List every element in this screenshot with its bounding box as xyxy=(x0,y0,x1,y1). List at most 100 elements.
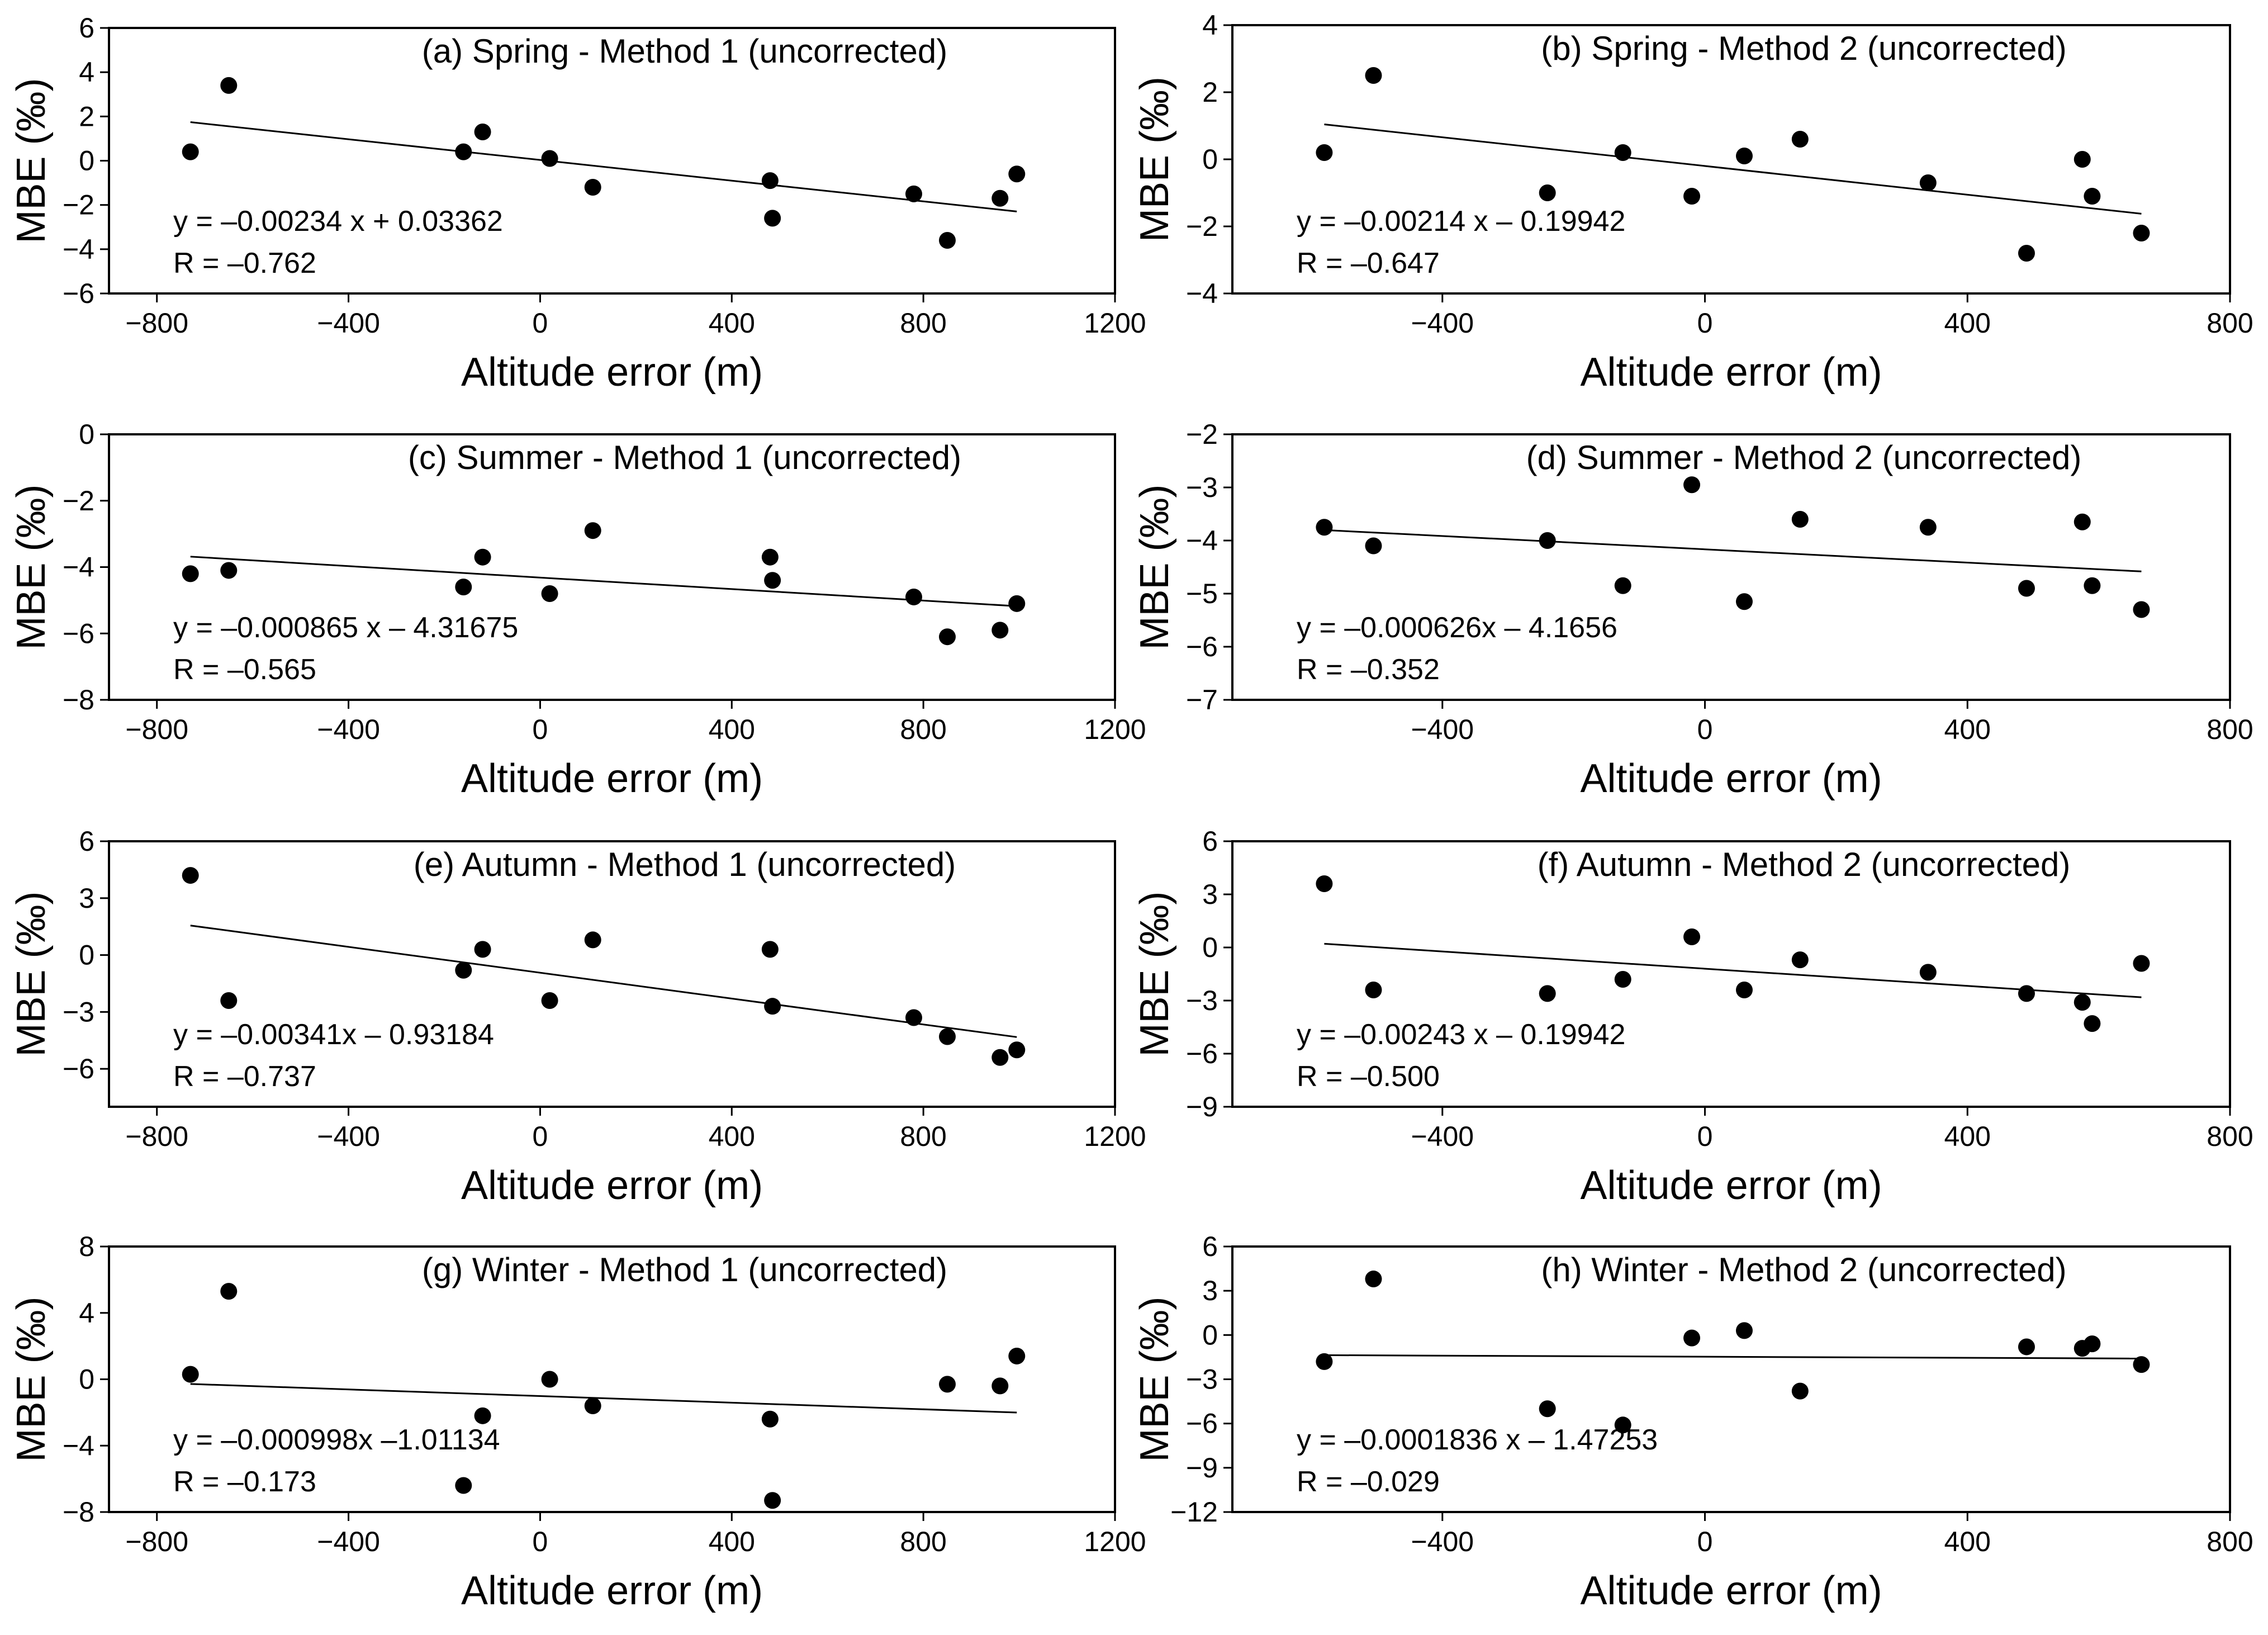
data-point xyxy=(220,77,238,94)
correlation-coefficient: R = –0.029 xyxy=(1297,1466,1440,1498)
x-tick-label: 0 xyxy=(533,1526,548,1557)
y-tick-label: −3 xyxy=(1186,985,1218,1016)
data-point xyxy=(1614,577,1631,594)
data-point xyxy=(1919,519,1937,536)
data-point xyxy=(2018,245,2035,262)
y-tick-label: −2 xyxy=(63,485,94,516)
data-point xyxy=(2133,225,2150,241)
y-tick-label: −8 xyxy=(63,1496,94,1528)
regression-equation: y = –0.00341x – 0.93184 xyxy=(173,1018,494,1051)
y-tick-label: 2 xyxy=(79,101,94,132)
data-point xyxy=(1316,875,1333,892)
x-axis-label: Altitude error (m) xyxy=(461,1163,763,1208)
x-tick-label: 400 xyxy=(709,1526,755,1557)
x-tick-label: −800 xyxy=(125,307,188,339)
data-point xyxy=(220,562,238,579)
data-point xyxy=(939,1028,956,1045)
regression-equation: y = –0.000626x – 4.1656 xyxy=(1297,612,1617,644)
data-point xyxy=(2133,955,2150,972)
y-tick-label: −6 xyxy=(1186,631,1218,662)
regression-line xyxy=(1324,124,2142,215)
data-point xyxy=(1365,1271,1382,1288)
x-tick-label: 1200 xyxy=(1084,307,1146,339)
x-tick-label: 800 xyxy=(900,1121,946,1152)
y-tick-label: 6 xyxy=(79,826,94,857)
regression-line xyxy=(190,925,1017,1038)
x-tick-label: 0 xyxy=(533,307,548,339)
y-tick-label: 0 xyxy=(79,940,94,971)
data-point xyxy=(474,124,491,141)
x-tick-label: 1200 xyxy=(1084,714,1146,745)
y-axis-label: MBE (‰) xyxy=(1132,1297,1177,1462)
data-point xyxy=(939,1376,956,1393)
panel-title: (g) Winter - Method 1 (uncorrected) xyxy=(422,1251,947,1288)
x-tick-label: 400 xyxy=(709,1121,755,1152)
data-point xyxy=(2018,1338,2035,1356)
data-point xyxy=(474,548,491,566)
x-tick-label: 400 xyxy=(1944,1121,1991,1152)
y-tick-label: −4 xyxy=(1186,525,1218,556)
data-point xyxy=(764,210,781,227)
regression-line xyxy=(1324,942,2142,998)
y-tick-label: −2 xyxy=(63,189,94,221)
data-point xyxy=(1614,144,1631,161)
correlation-coefficient: R = –0.352 xyxy=(1297,653,1440,686)
y-tick-label: 2 xyxy=(1202,77,1218,108)
data-point xyxy=(1539,532,1556,549)
data-point xyxy=(1791,951,1809,969)
data-point xyxy=(2074,513,2091,530)
data-point xyxy=(541,992,558,1009)
panel-title: (b) Spring - Method 2 (uncorrected) xyxy=(1541,30,2066,67)
y-axis-label: MBE (‰) xyxy=(9,892,54,1057)
x-tick-label: 800 xyxy=(2207,307,2253,339)
y-tick-label: −6 xyxy=(1186,1408,1218,1439)
y-tick-label: −2 xyxy=(1186,211,1218,242)
data-point xyxy=(905,588,922,605)
x-axis-label: Altitude error (m) xyxy=(1580,1163,1882,1208)
panel-f: −400 0 400 800 −9 −6 −3 0 3 6 Altitude error (m) MB… xyxy=(1132,826,2253,1208)
data-point xyxy=(991,622,1009,639)
y-tick-label: −7 xyxy=(1186,684,1218,715)
data-point xyxy=(2133,1356,2150,1373)
panel-h: −400 0 400 800 −12 −9 −6 −3 0 3 6 Altitude error (m… xyxy=(1132,1231,2253,1613)
data-point xyxy=(584,931,601,949)
x-tick-label: 400 xyxy=(709,307,755,339)
data-point xyxy=(1791,1382,1809,1400)
panel-g: −800 −400 0 400 800 1200 −8 −4 0 4 8 Altitude error… xyxy=(9,1231,1146,1613)
data-point xyxy=(905,185,922,202)
data-point xyxy=(474,1407,491,1424)
data-point xyxy=(1735,1322,1753,1339)
regression-equation: y = –0.00214 x – 0.19942 xyxy=(1297,205,1625,238)
panel-e: −800 −400 0 400 800 1200 −6 −3 0 3 6 Altitude error… xyxy=(9,826,1146,1208)
data-point xyxy=(455,961,472,979)
x-tick-label: 800 xyxy=(900,714,946,745)
data-point xyxy=(1316,519,1333,536)
x-tick-label: 1200 xyxy=(1084,1121,1146,1152)
y-axis-label: MBE (‰) xyxy=(9,485,54,650)
x-tick-label: 0 xyxy=(533,714,548,745)
data-point xyxy=(1735,148,1753,164)
regression-equation: y = –0.0001836 x – 1.47253 xyxy=(1297,1424,1658,1456)
x-tick-label: 800 xyxy=(2207,714,2253,745)
regression-equation: y = –0.00243 x – 0.19942 xyxy=(1297,1018,1625,1051)
x-tick-label: −400 xyxy=(317,714,380,745)
data-point xyxy=(1539,985,1556,1002)
data-point xyxy=(1365,67,1382,84)
data-point xyxy=(2018,985,2035,1002)
data-point xyxy=(1735,982,1753,998)
data-point xyxy=(2018,580,2035,597)
y-tick-label: 8 xyxy=(79,1231,94,1262)
data-point xyxy=(584,1397,601,1414)
y-axis-label: MBE (‰) xyxy=(1132,485,1177,650)
x-axis-label: Altitude error (m) xyxy=(461,756,763,801)
data-point xyxy=(761,548,779,566)
panel-title: (a) Spring - Method 1 (uncorrected) xyxy=(422,32,947,70)
x-tick-label: 0 xyxy=(1697,1121,1713,1152)
x-axis-label: Altitude error (m) xyxy=(1580,350,1882,395)
y-tick-label: −4 xyxy=(63,552,94,583)
x-axis-label: Altitude error (m) xyxy=(1580,756,1882,801)
y-tick-label: 6 xyxy=(79,12,94,44)
data-point xyxy=(761,941,779,958)
data-point xyxy=(182,143,199,160)
x-axis-label: Altitude error (m) xyxy=(461,1568,763,1613)
